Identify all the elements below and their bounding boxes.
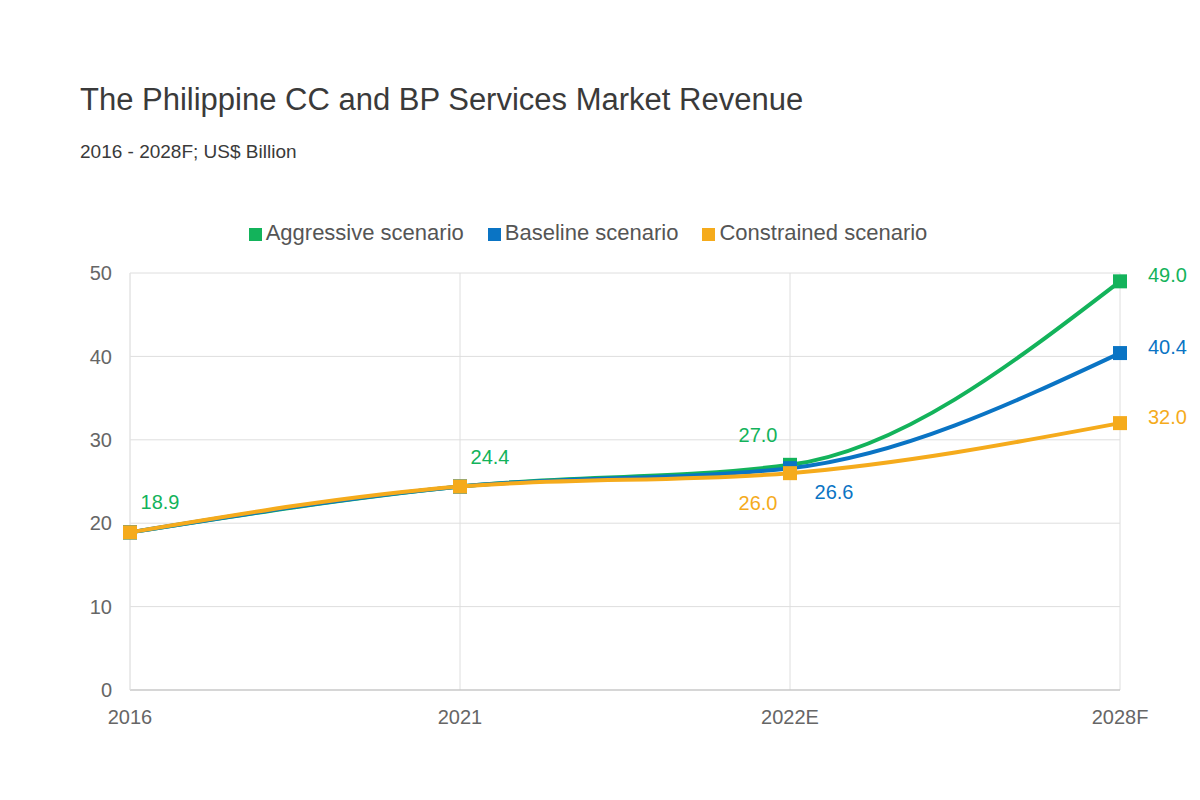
svg-text:2016: 2016 <box>108 706 153 728</box>
svg-text:40.4: 40.4 <box>1148 336 1187 358</box>
html-text:2016 - 2028F; US$ Billion: 2016 - 2028F; US$ Billion <box>80 141 297 162</box>
svg-text:32.0: 32.0 <box>1148 406 1187 428</box>
svg-text:26.0: 26.0 <box>739 492 778 514</box>
svg-text:2021: 2021 <box>438 706 483 728</box>
svg-text:2022E: 2022E <box>761 706 819 728</box>
svg-text:2028F: 2028F <box>1092 706 1149 728</box>
html-text:The Philippine CC and BP Servi: The Philippine CC and BP Services Market… <box>80 82 804 117</box>
svg-text:40: 40 <box>90 346 112 368</box>
svg-text:20: 20 <box>90 512 112 534</box>
svg-text:18.9: 18.9 <box>141 491 180 513</box>
svg-text:10: 10 <box>90 596 112 618</box>
svg-text:24.4: 24.4 <box>471 446 510 468</box>
svg-text:30: 30 <box>90 429 112 451</box>
svg-text:27.0: 27.0 <box>739 424 778 446</box>
html-text:Aggressive scenario: Aggressive scenario <box>265 220 464 245</box>
svg-text:49.0: 49.0 <box>1148 264 1187 286</box>
html-text:Constrained scenario: Constrained scenario <box>719 220 928 245</box>
svg-text:26.6: 26.6 <box>815 481 854 503</box>
svg-text:50: 50 <box>90 262 112 284</box>
html-text:Baseline scenario: Baseline scenario <box>504 220 679 245</box>
svg-text:0: 0 <box>101 679 112 701</box>
